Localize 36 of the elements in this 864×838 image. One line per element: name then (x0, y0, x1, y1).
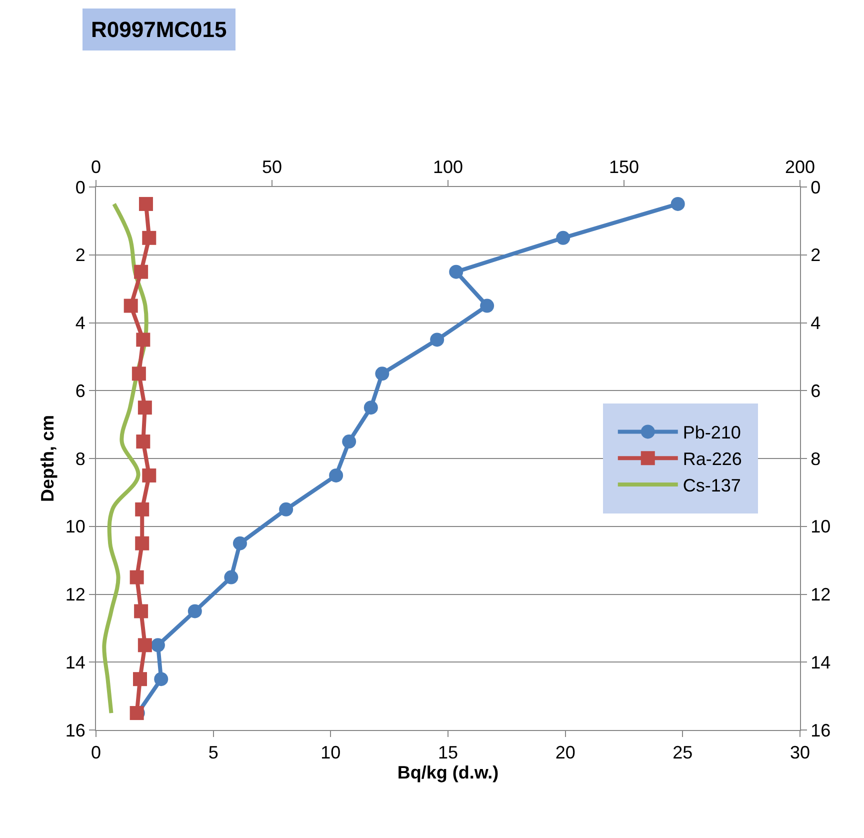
y-axis-title: Depth, cm (38, 414, 58, 502)
y-tick-label: 10 (65, 516, 86, 537)
y2-tick-label: 4 (810, 313, 821, 334)
x-tick-label: 5 (208, 742, 218, 763)
y-tick-label: 4 (75, 313, 86, 334)
y2-tick-label: 6 (810, 380, 821, 401)
y2-tick-label: 12 (810, 584, 831, 605)
x-axis-title: Bq/kg (d.w.) (397, 762, 499, 783)
x2-tick-label: 150 (608, 156, 640, 177)
x-tick-label: 10 (320, 742, 341, 763)
x2-tick-label: 100 (432, 156, 464, 177)
x2-tick-label: 50 (262, 156, 282, 177)
x-tick-label: 25 (672, 742, 693, 763)
y2-tick-label: 16 (810, 720, 831, 740)
legend-label: Pb-210 (682, 422, 741, 443)
y2-tick-label: 2 (810, 245, 821, 266)
y2-tick-label: 14 (810, 652, 831, 672)
y-tick-label: 0 (75, 177, 86, 198)
y-tick-label: 8 (75, 448, 86, 469)
y-tick-label: 12 (65, 584, 86, 605)
y2-tick-label: 10 (810, 516, 831, 537)
y-tick-label: 16 (65, 720, 86, 740)
x-tick-label: 20 (555, 742, 576, 763)
x-tick-label: 30 (790, 742, 810, 763)
y2-tick-label: 8 (810, 448, 821, 469)
legend-label: Cs-137 (682, 476, 741, 496)
legend-label: Ra-226 (682, 449, 742, 470)
y-tick-label: 2 (75, 245, 86, 266)
x2-tick-label: 0 (90, 156, 102, 177)
y2-tick-label: 0 (810, 177, 821, 198)
x2-tick-label: 200 (784, 156, 816, 177)
chart-title: R0997MC015 (91, 17, 227, 42)
y-tick-label: 6 (75, 380, 86, 401)
x-tick-label: 15 (438, 742, 458, 763)
y-tick-label: 14 (65, 652, 86, 672)
x-tick-label: 0 (90, 742, 102, 763)
